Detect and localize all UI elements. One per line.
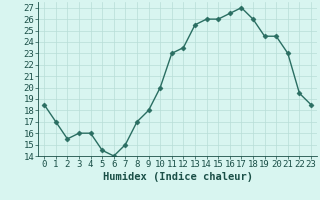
X-axis label: Humidex (Indice chaleur): Humidex (Indice chaleur) [103, 172, 252, 182]
